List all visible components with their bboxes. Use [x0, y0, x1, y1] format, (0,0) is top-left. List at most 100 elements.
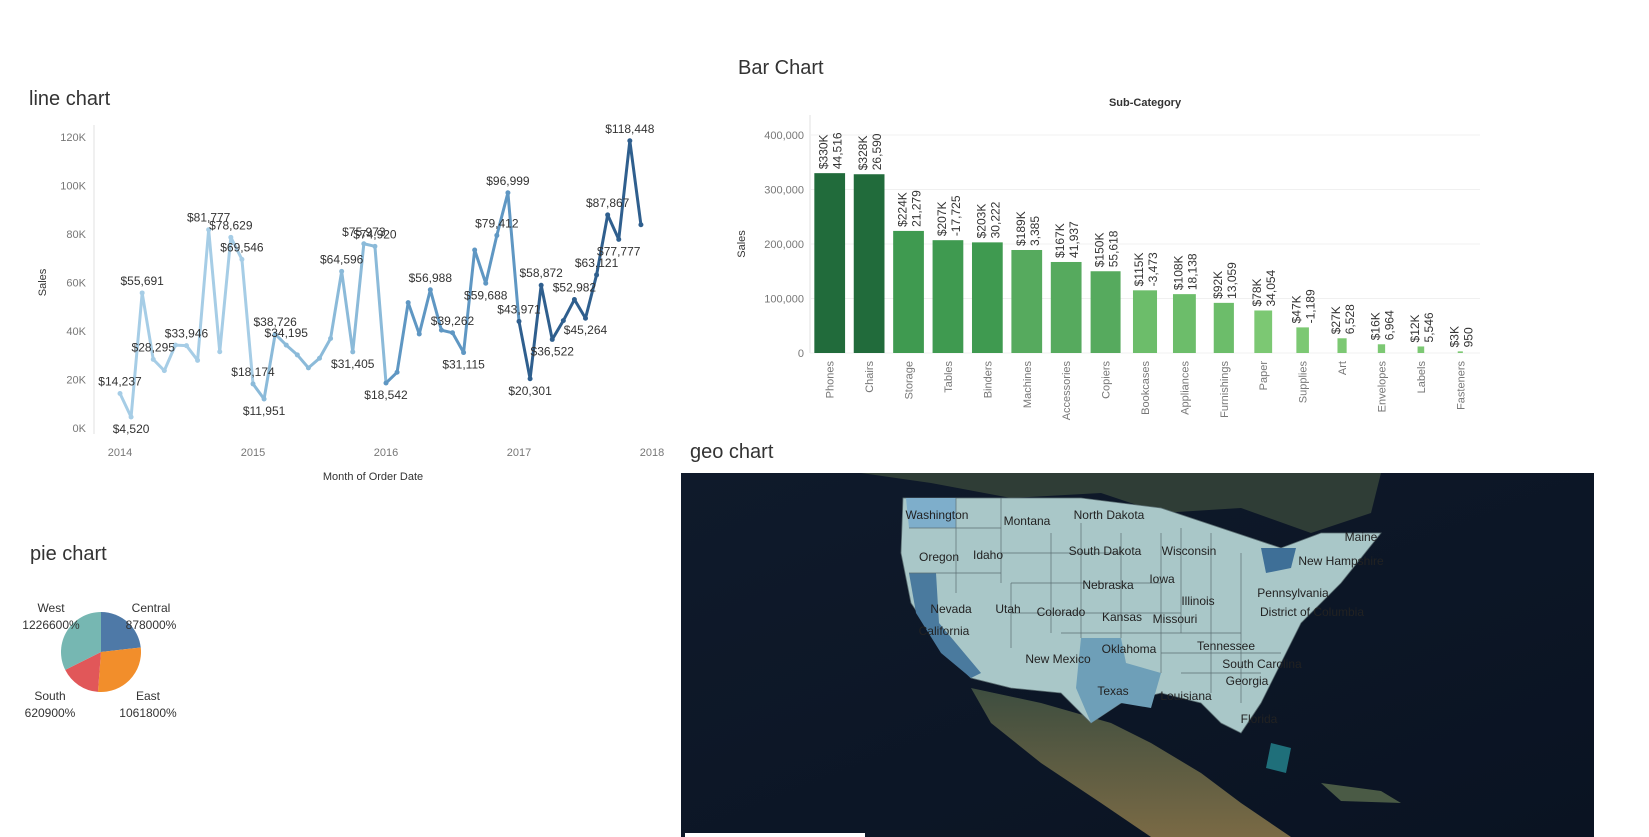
bar-chart-header: Sub-Category — [1109, 97, 1182, 109]
state-label: South Carolina — [1222, 657, 1302, 671]
line-segment — [340, 269, 355, 354]
line-data-label: $64,596 — [320, 252, 364, 266]
line-point — [427, 287, 433, 293]
bar-category-label: Storage — [904, 361, 916, 400]
line-point — [605, 212, 611, 218]
state-label: Georgia — [1226, 674, 1269, 688]
line-point — [594, 272, 600, 278]
bar-rect — [1090, 271, 1121, 353]
bar-rect — [1417, 346, 1425, 353]
line-data-label: $36,522 — [531, 344, 575, 358]
line-chart: 0K 20K 40K 60K 80K 100K 120K 2014 2015 2016 2017 20… — [37, 122, 664, 483]
bar-category-label: Supplies — [1298, 361, 1310, 404]
line-point — [317, 355, 322, 361]
line-data-label: $52,982 — [553, 281, 597, 295]
bar-rect — [1296, 327, 1309, 353]
line-segment — [318, 337, 333, 360]
pie-slice-value: 1226600% — [22, 618, 80, 632]
line-y-tick: 60K — [66, 278, 86, 290]
line-point — [638, 222, 644, 228]
line-segment — [517, 319, 532, 381]
bar-profit-label: 44,516 — [831, 132, 845, 169]
state-label: New Mexico — [1025, 652, 1091, 666]
line-point — [372, 243, 378, 249]
bar-category-label: Appliances — [1179, 361, 1191, 415]
state-label: Illinois — [1181, 594, 1214, 608]
line-point — [161, 368, 167, 374]
bar-rect — [1172, 294, 1196, 353]
state-label: Wisconsin — [1162, 544, 1217, 558]
bar-value-label: $115K — [1132, 253, 1146, 287]
bar-rect — [1254, 310, 1273, 353]
line-point — [560, 318, 566, 324]
bar-value-label: $3K — [1447, 326, 1461, 347]
bar-category-label: Art — [1337, 361, 1349, 375]
bar-category-label: Chairs — [864, 361, 876, 393]
line-x-axis-title: Month of Order Date — [323, 471, 423, 483]
line-data-label: $18,174 — [231, 365, 275, 379]
line-segment — [584, 273, 599, 320]
bar-rect — [971, 242, 1003, 353]
line-data-label: $59,688 — [464, 288, 508, 302]
line-segment — [606, 213, 621, 241]
line-point — [272, 331, 278, 337]
line-point — [239, 256, 245, 262]
bar-profit-label: 18,138 — [1185, 253, 1199, 290]
map-attribution-bar — [685, 833, 865, 837]
line-point — [139, 290, 145, 296]
pie-slice — [60, 612, 101, 670]
line-segment — [484, 233, 499, 285]
state-label: Louisiana — [1160, 689, 1212, 703]
line-point — [195, 357, 201, 363]
line-point — [150, 356, 156, 362]
state-new-york[interactable] — [1261, 548, 1296, 573]
bar-rect — [1132, 290, 1158, 353]
bar-y-tick: 200,000 — [764, 239, 804, 251]
bar-profit-label: -17,725 — [949, 195, 963, 236]
line-segment — [384, 370, 399, 385]
line-point — [261, 396, 267, 402]
line-data-label: $4,520 — [113, 422, 150, 436]
bar-profit-label: 3,385 — [1028, 216, 1042, 246]
state-labels: Washington Montana North Dakota Oregon Idaho… — [906, 508, 1384, 726]
line-segment — [506, 191, 521, 323]
bar-category-label: Fasteners — [1455, 361, 1467, 410]
state-texas[interactable] — [1076, 638, 1161, 723]
pie-slice-name: West — [37, 601, 65, 615]
line-data-label: $43,971 — [497, 302, 541, 316]
line-point — [516, 318, 522, 324]
line-data-label: $39,262 — [431, 314, 475, 328]
line-x-tick: 2014 — [108, 447, 132, 459]
bar-rect — [1337, 338, 1347, 353]
state-washington[interactable] — [906, 498, 956, 528]
bar-value-label: $189K — [1014, 211, 1028, 246]
state-label: Kansas — [1102, 610, 1142, 624]
bar-value-label: $224K — [896, 192, 910, 227]
line-segment — [395, 301, 410, 374]
state-label: Nevada — [930, 602, 972, 616]
line-x-tick: 2016 — [374, 447, 398, 459]
state-california[interactable] — [909, 573, 981, 678]
line-point — [616, 236, 622, 242]
line-segment — [273, 332, 288, 347]
bar-profit-label: 6,964 — [1382, 310, 1396, 340]
bar-profit-label: -1,189 — [1304, 289, 1318, 323]
pie-slice-name: Central — [132, 601, 171, 615]
state-label: Washington — [906, 508, 969, 522]
line-x-tick: 2017 — [507, 447, 531, 459]
bar-value-label: $203K — [974, 204, 988, 239]
bar-profit-label: 5,546 — [1422, 312, 1436, 342]
line-data-label: $31,115 — [442, 358, 485, 372]
line-data-label: $28,295 — [132, 340, 176, 354]
line-segment — [595, 213, 610, 277]
bar-profit-label: 34,054 — [1264, 269, 1278, 306]
geo-map[interactable]: Washington Montana North Dakota Oregon Idaho… — [681, 473, 1594, 837]
line-point — [450, 330, 455, 336]
line-segment — [196, 228, 211, 362]
bar-category-label: Bookcases — [1140, 361, 1152, 415]
bar-profit-label: 950 — [1461, 327, 1475, 347]
line-segment — [550, 319, 565, 341]
line-data-label: $55,691 — [120, 274, 164, 288]
line-point — [328, 336, 334, 342]
line-data-label: $96,999 — [486, 174, 530, 188]
